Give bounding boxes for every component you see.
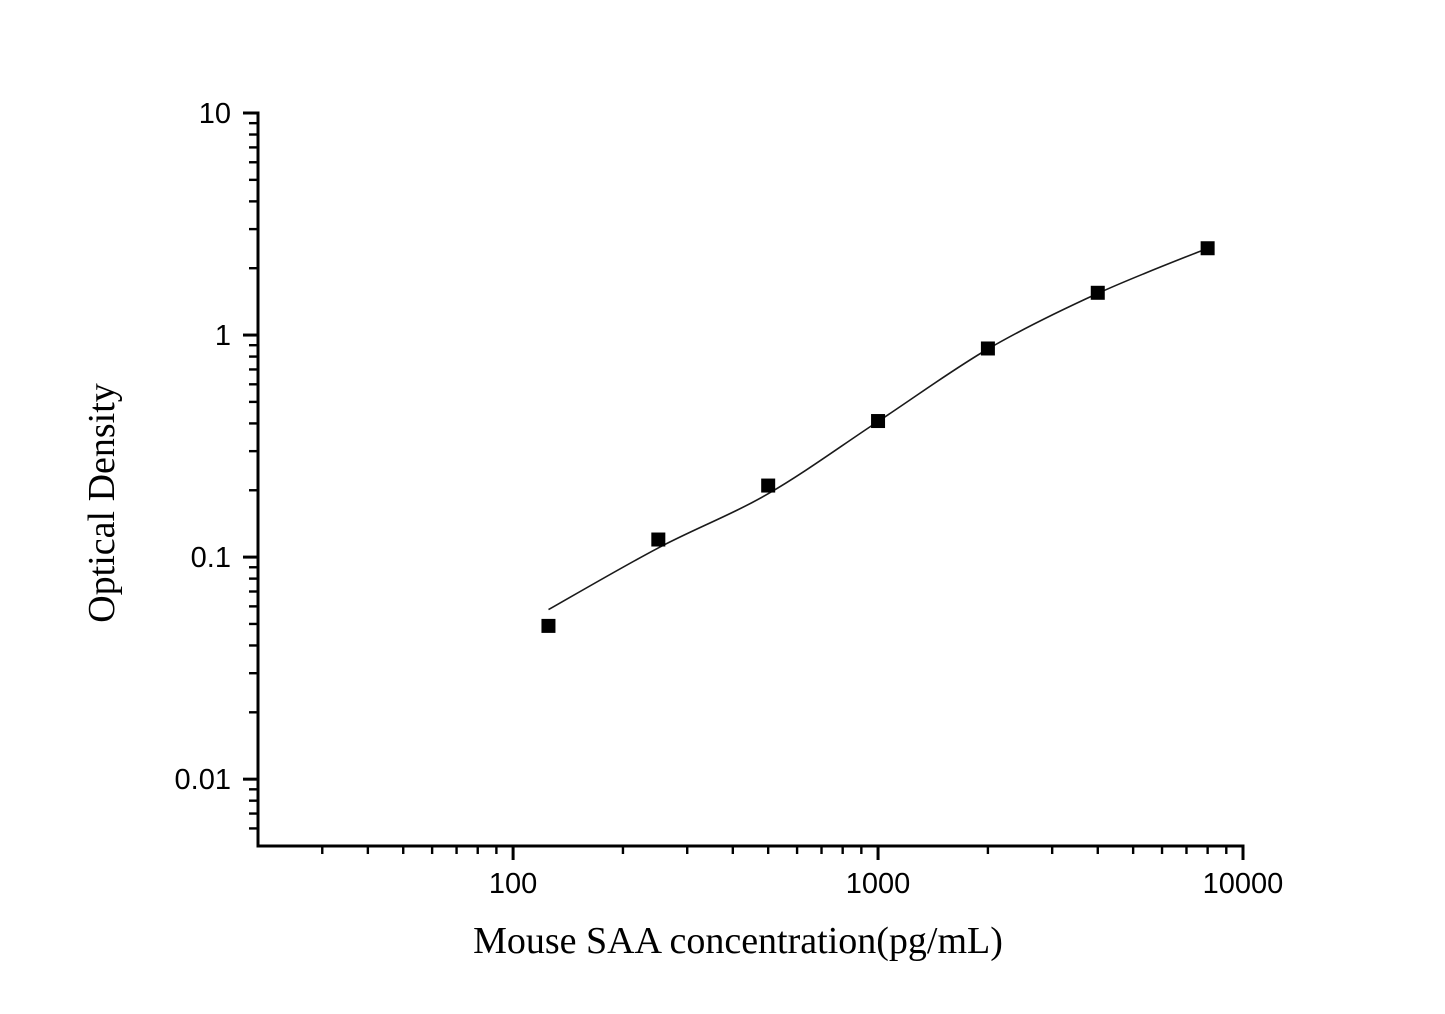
data-point-marker <box>761 478 776 493</box>
series-layer <box>541 241 1215 633</box>
fit-curve <box>548 247 1208 611</box>
y-axis-title: Optical Density <box>81 383 123 623</box>
x-tick-label: 10000 <box>1203 868 1284 900</box>
data-point-marker <box>541 618 556 633</box>
axes-layer: 100 1000 10000 0.01 0.1 1 10 <box>175 98 1284 900</box>
data-point-marker <box>651 532 666 547</box>
data-point-marker <box>1200 241 1215 256</box>
axis-spine <box>256 111 1245 848</box>
data-point-marker <box>871 414 886 429</box>
x-tick-label: 1000 <box>846 868 911 900</box>
y-tick-label: 0.1 <box>191 542 231 574</box>
data-point-marker <box>980 341 995 356</box>
y-tick-label: 10 <box>199 98 231 130</box>
y-tick-label: 0.01 <box>175 764 231 796</box>
x-axis-title: Mouse SAA concentration(pg/mL) <box>473 920 1003 962</box>
data-point-marker <box>1090 285 1105 300</box>
x-tick-label: 100 <box>489 868 537 900</box>
y-tick-label: 1 <box>215 320 231 352</box>
